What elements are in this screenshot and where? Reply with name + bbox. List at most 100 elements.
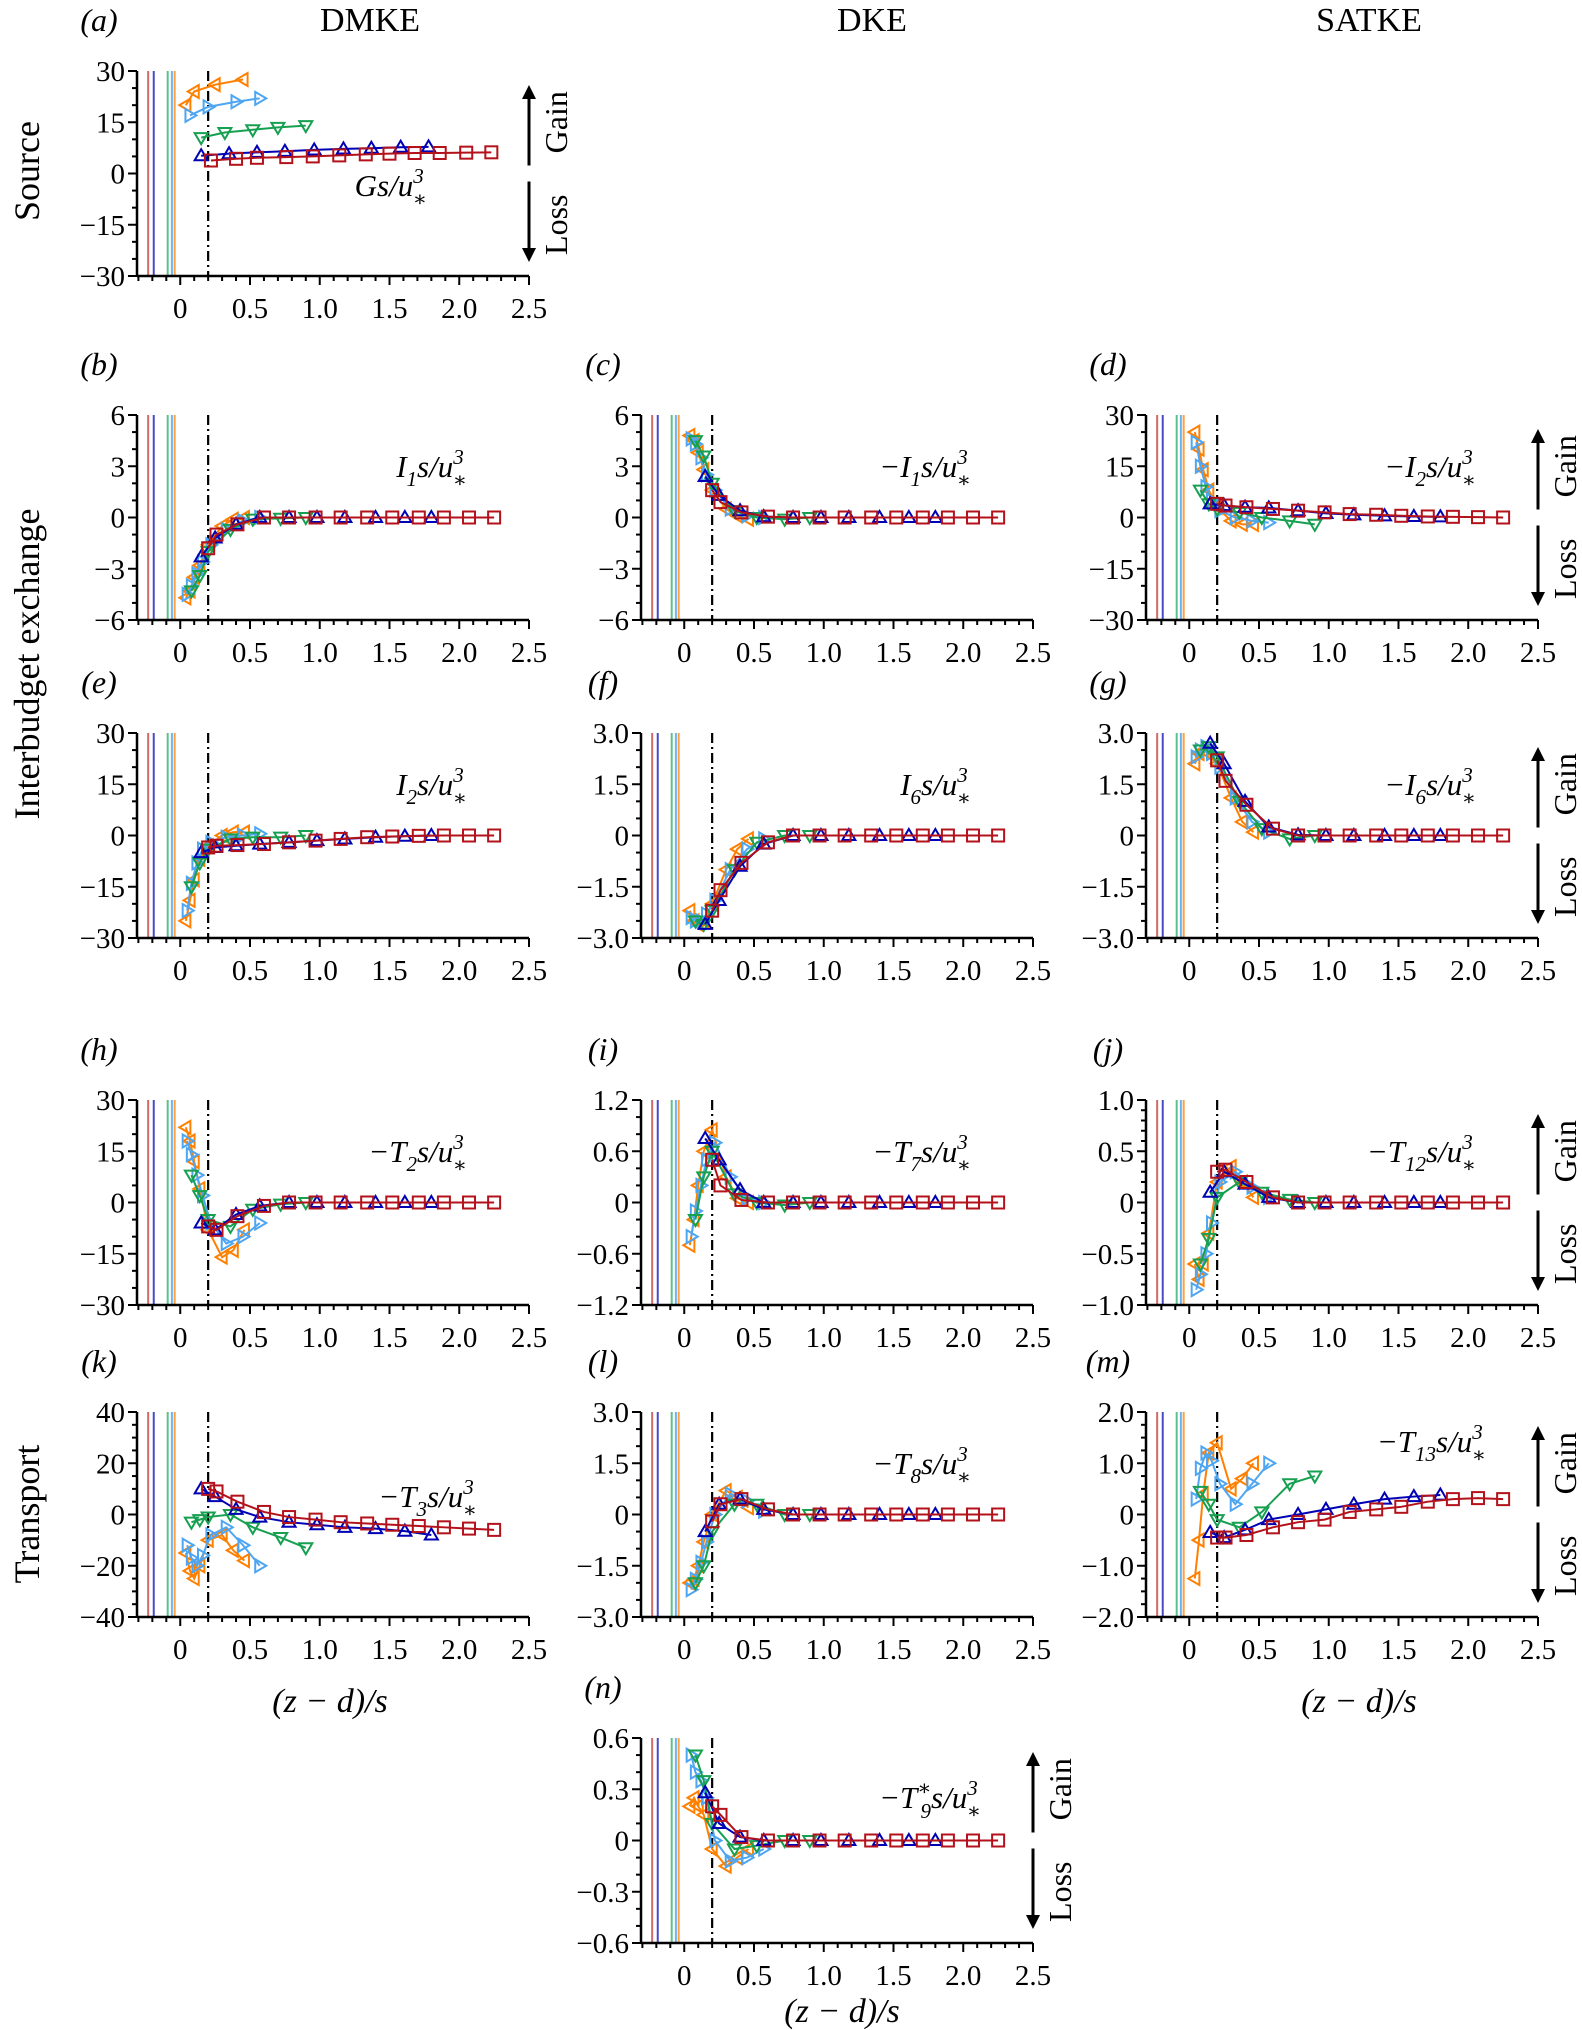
y-tick-label: −1.0: [1081, 1290, 1134, 1322]
x-tick-label: 2.5: [511, 955, 547, 987]
x-tick-label: 2.5: [1015, 637, 1051, 669]
data-point-square: [1369, 828, 1384, 843]
data-point-square: [1291, 828, 1306, 843]
data-point-triangle-down: [297, 1542, 315, 1557]
data-point-square: [1291, 503, 1306, 518]
data-point-triangle-down: [695, 1560, 713, 1575]
annotation-part: ∗: [453, 1153, 467, 1177]
y-tick-label: 30: [96, 718, 125, 750]
x-tick-label: 0: [173, 1634, 188, 1666]
data-point-square: [462, 1521, 477, 1536]
annotation-part: I: [395, 449, 408, 484]
x-tick-label: 0.5: [232, 293, 268, 325]
x-tick-label: 2.0: [945, 1960, 981, 1992]
annotation-part: I: [395, 767, 408, 802]
y-tick-label: 3: [111, 451, 126, 483]
x-tick-label: 1.5: [875, 1322, 911, 1354]
data-point-triangle-up: [335, 140, 352, 155]
data-point-triangle-right: [1190, 1281, 1205, 1298]
data-point-square: [1420, 1494, 1435, 1509]
data-point-triangle-left: [689, 1798, 704, 1815]
x-tick-label: 1.5: [371, 293, 407, 325]
data-point-triangle-left: [177, 912, 192, 930]
data-point-square: [786, 1507, 801, 1522]
data-point-triangle-right: [1190, 1490, 1205, 1508]
data-point-square: [459, 145, 474, 160]
data-point-square: [1420, 509, 1435, 524]
data-point-square: [1445, 828, 1460, 843]
data-point-triangle-left: [681, 1798, 696, 1815]
data-point-square: [1496, 1492, 1511, 1507]
data-point-triangle-up: [1345, 1495, 1363, 1510]
data-point-triangle-right: [1206, 1452, 1221, 1469]
data-point-triangle-down: [695, 1171, 713, 1186]
panel-label: (n): [584, 1669, 621, 1705]
data-point-square: [705, 1514, 720, 1529]
y-tick-label: −1.5: [576, 1551, 629, 1583]
annotation-part: I: [899, 767, 912, 802]
annotation-part: 7: [911, 1152, 923, 1176]
data-point-square: [864, 510, 879, 525]
x-tick-label: 0.5: [232, 637, 268, 669]
data-point-square: [837, 510, 852, 525]
y-tick-label: 0.6: [593, 1136, 629, 1168]
annotation-part: ∗: [967, 1799, 981, 1823]
y-tick-label: 3: [615, 451, 630, 483]
data-point-triangle-up: [1405, 1488, 1423, 1503]
data-point-triangle-down: [183, 1516, 200, 1531]
series-line-red: [711, 1805, 999, 1842]
annotation-part: s/u: [1426, 767, 1462, 802]
annotation-part: 2: [407, 1152, 418, 1176]
series-line-red: [1216, 1168, 1504, 1204]
data-point-triangle-up: [731, 1490, 749, 1505]
data-point-square: [229, 151, 244, 166]
data-point-square: [1317, 1195, 1332, 1210]
x-tick-label: 2.0: [945, 637, 981, 669]
loss-label: Loss: [1547, 857, 1582, 917]
x-tick-label: 1.0: [1311, 637, 1347, 669]
data-point-square: [484, 145, 499, 160]
data-point-triangle-left: [1244, 1189, 1259, 1206]
data-point-square: [411, 1195, 426, 1210]
data-point-square: [358, 147, 373, 162]
data-point-square: [837, 1833, 852, 1848]
data-point-square: [256, 510, 271, 525]
y-tick-label: −3.0: [1081, 923, 1134, 955]
data-point-triangle-up: [192, 548, 210, 563]
data-point-square: [837, 1195, 852, 1210]
data-point-square: [201, 541, 216, 556]
x-tick-label: 2.5: [511, 637, 547, 669]
data-point-square: [487, 1522, 502, 1537]
data-point-triangle-down: [1306, 1470, 1324, 1485]
data-point-square: [734, 1830, 749, 1845]
y-tick-label: 0.5: [1098, 1136, 1134, 1168]
data-point-square: [201, 1481, 216, 1496]
data-point-square: [282, 1510, 297, 1525]
y-tick-label: −6: [598, 605, 629, 637]
data-point-triangle-up: [423, 1526, 440, 1541]
annotation-part: 6: [1416, 785, 1427, 809]
annotation-part: ∗: [957, 786, 971, 810]
panel-d: (d) 0 0.5 1.0 1.5 2.0 2.5 −30 −15 0 15 30 −I2s/u3 ∗ Ga…: [1089, 346, 1582, 669]
annotation-part: s/u: [921, 1446, 957, 1481]
y-tick-label: 0: [615, 1188, 630, 1220]
y-tick-label: −3: [94, 554, 125, 586]
x-tick-label: 1.0: [806, 1634, 842, 1666]
data-point-square: [1369, 507, 1384, 522]
panel-label: (b): [80, 346, 117, 382]
x-tick-label: 2.5: [1015, 955, 1051, 987]
data-point-square: [1317, 1512, 1332, 1527]
x-tick-label: 2.0: [441, 293, 477, 325]
data-point-square: [760, 1195, 775, 1210]
column-title-dke: DKE: [837, 2, 907, 39]
data-point-square: [1471, 1195, 1486, 1210]
data-point-triangle-up: [251, 835, 269, 850]
data-point-triangle-right: [1200, 1245, 1215, 1262]
series-line-red: [207, 1487, 495, 1531]
x-tick-label: 1.0: [806, 637, 842, 669]
loss-label: Loss: [1547, 1536, 1582, 1596]
data-point-square: [889, 828, 904, 843]
panel-f: (f) 0 0.5 1.0 1.5 2.0 2.5 −3.0 −1.5 0 1.5 3.0 I6s/u3…: [576, 664, 1051, 987]
data-point-square: [940, 1507, 955, 1522]
